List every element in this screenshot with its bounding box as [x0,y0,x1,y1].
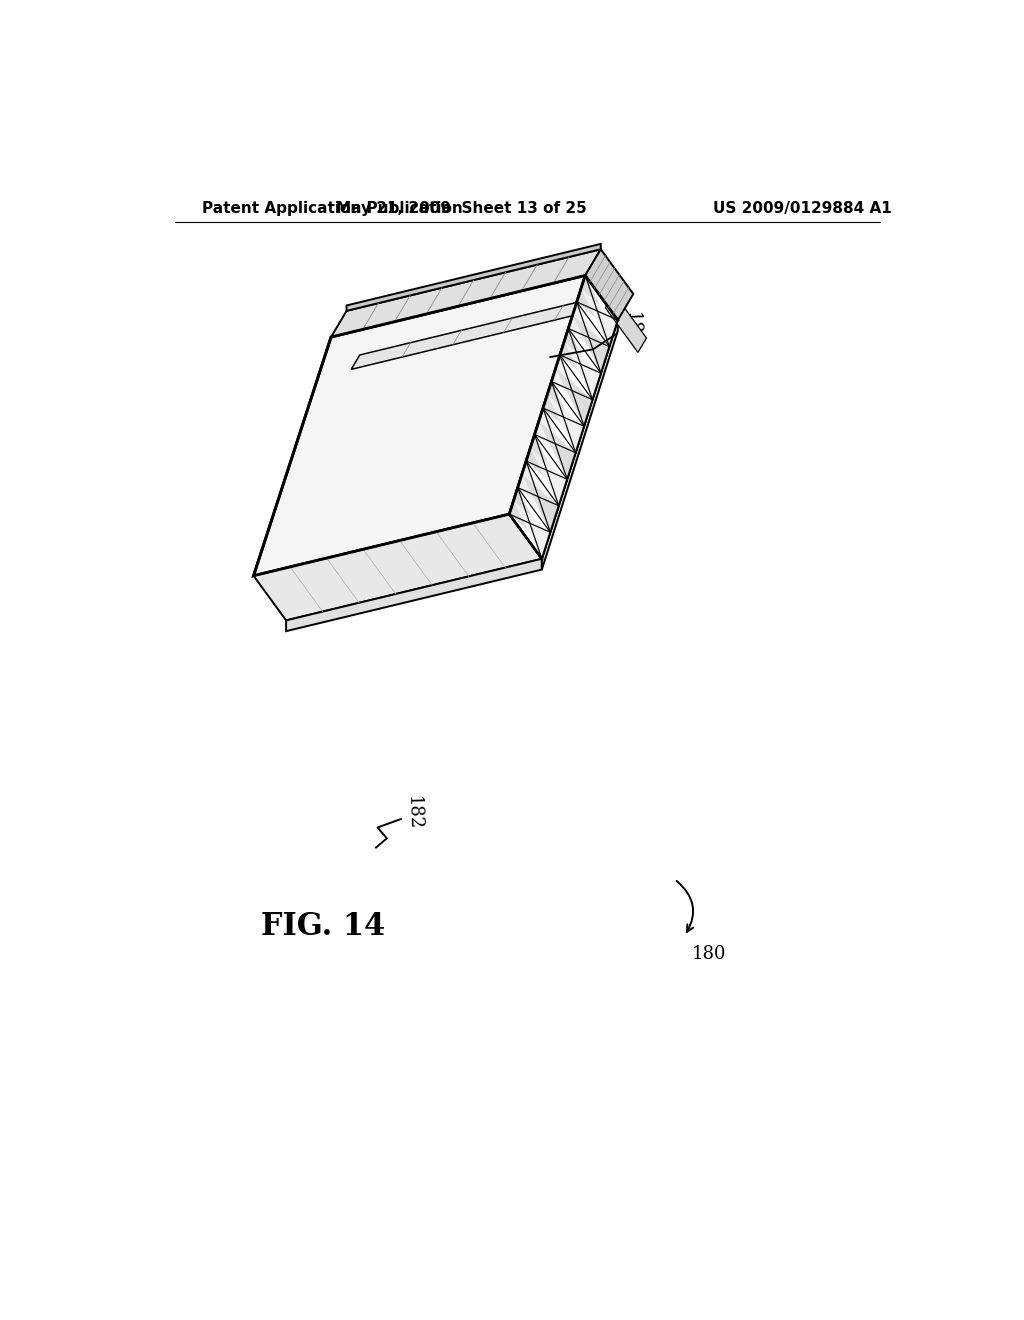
Polygon shape [542,321,617,570]
Polygon shape [254,276,586,576]
Polygon shape [530,447,567,506]
Polygon shape [535,408,571,466]
Polygon shape [509,487,546,545]
Polygon shape [346,244,601,312]
Polygon shape [581,289,617,347]
Polygon shape [526,434,563,492]
Polygon shape [577,276,613,334]
Polygon shape [513,500,550,558]
Polygon shape [568,302,605,360]
FancyArrowPatch shape [677,880,693,932]
Polygon shape [560,329,597,387]
Polygon shape [572,315,609,374]
Polygon shape [539,421,575,479]
Text: May 21, 2009  Sheet 13 of 25: May 21, 2009 Sheet 13 of 25 [336,201,587,216]
Polygon shape [331,249,601,337]
Polygon shape [351,293,614,370]
Polygon shape [556,368,593,426]
Polygon shape [547,395,584,453]
Text: 180: 180 [692,945,727,964]
Polygon shape [518,461,555,519]
Text: 182: 182 [403,796,423,830]
Polygon shape [286,558,542,631]
Text: US 2009/0129884 A1: US 2009/0129884 A1 [713,201,892,216]
Text: FIG. 14: FIG. 14 [261,911,386,942]
Text: 184: 184 [623,312,642,347]
Polygon shape [522,474,559,532]
Polygon shape [586,249,633,321]
Polygon shape [509,276,617,558]
Polygon shape [543,381,580,440]
Polygon shape [552,355,588,413]
Text: Patent Application Publication: Patent Application Publication [202,201,463,216]
Polygon shape [564,342,601,400]
Polygon shape [605,293,646,352]
Polygon shape [254,515,542,620]
